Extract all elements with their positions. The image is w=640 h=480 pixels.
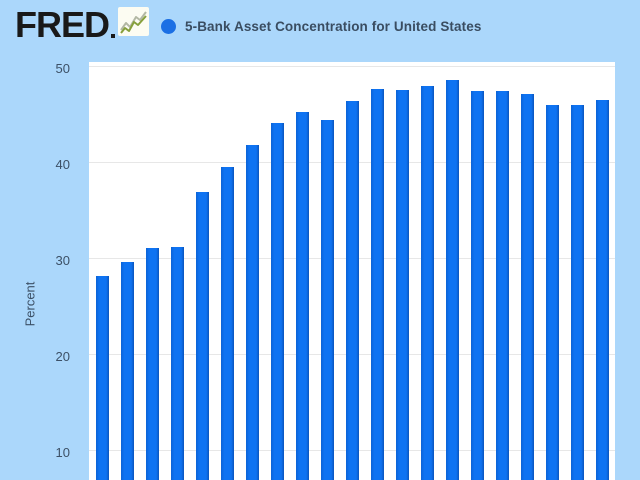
y-tick-label-20: 20 bbox=[55, 349, 70, 364]
y-tick-label-40: 40 bbox=[55, 157, 70, 172]
y-tick-label-30: 30 bbox=[55, 253, 70, 268]
series-marker-icon bbox=[161, 19, 176, 34]
bar-2014[interactable] bbox=[546, 105, 560, 480]
plot-area bbox=[89, 62, 615, 480]
fred-logo[interactable]: FRED bbox=[15, 4, 149, 45]
bar-2009[interactable] bbox=[421, 86, 435, 480]
bar-2003[interactable] bbox=[271, 122, 285, 480]
bar-2000[interactable] bbox=[196, 191, 210, 480]
bar-2001[interactable] bbox=[221, 166, 235, 480]
bar-2006[interactable] bbox=[346, 100, 360, 480]
bar-2016[interactable] bbox=[596, 99, 610, 480]
fred-sparkline-icon bbox=[118, 7, 149, 41]
bar-2010[interactable] bbox=[446, 80, 460, 480]
series-legend[interactable]: 5-Bank Asset Concentration for United St… bbox=[161, 19, 481, 34]
series-title: 5-Bank Asset Concentration for United St… bbox=[185, 19, 482, 34]
bar-1996[interactable] bbox=[96, 276, 109, 480]
bar-1997[interactable] bbox=[121, 261, 134, 480]
bar-1999[interactable] bbox=[171, 247, 185, 480]
bar-2012[interactable] bbox=[496, 91, 510, 480]
bar-2004[interactable] bbox=[296, 112, 310, 480]
bar-2011[interactable] bbox=[471, 91, 485, 480]
fred-logo-trademark-dot bbox=[111, 34, 115, 38]
bar-2002[interactable] bbox=[246, 144, 260, 480]
bar-2013[interactable] bbox=[521, 93, 535, 480]
bar-2015[interactable] bbox=[571, 105, 585, 480]
y-axis: 50 40 30 20 10 bbox=[0, 0, 70, 480]
bar-1998[interactable] bbox=[146, 248, 159, 480]
y-tick-label-10: 10 bbox=[55, 445, 70, 460]
y-tick-label-50: 50 bbox=[55, 61, 70, 76]
fred-logo-text: FRED bbox=[15, 4, 110, 45]
gridline-50 bbox=[89, 66, 615, 67]
bar-2007[interactable] bbox=[371, 89, 385, 480]
bar-2008[interactable] bbox=[396, 90, 410, 480]
bar-2005[interactable] bbox=[321, 119, 335, 480]
